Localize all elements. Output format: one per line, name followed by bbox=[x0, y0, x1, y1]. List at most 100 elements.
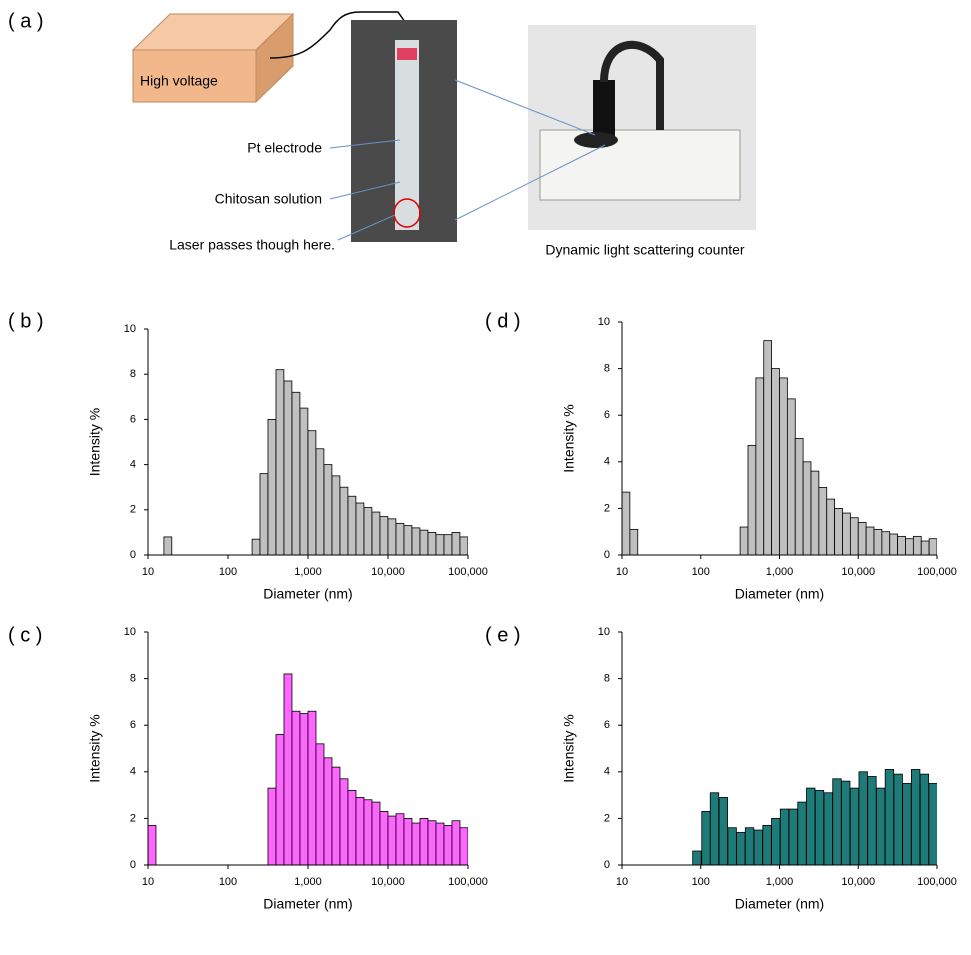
bar bbox=[347, 790, 357, 865]
bar bbox=[411, 822, 421, 865]
x-tick-label: 10,000 bbox=[371, 876, 405, 888]
bar bbox=[747, 445, 757, 555]
bar bbox=[797, 801, 807, 865]
y-tick-label: 4 bbox=[604, 456, 610, 468]
bar bbox=[718, 797, 728, 865]
x-tick-label: 100,000 bbox=[917, 566, 957, 578]
bar bbox=[283, 380, 293, 555]
x-axis-label: Diameter (nm) bbox=[263, 896, 352, 912]
bar bbox=[818, 487, 828, 555]
bar bbox=[339, 778, 349, 865]
panel-label: ( c ) bbox=[8, 624, 42, 646]
bar bbox=[897, 535, 906, 555]
bar bbox=[283, 673, 293, 865]
chart: ( d ) 0 2 4 6 8 10 10 100 1,000 10,000 100,000 Diame… bbox=[485, 310, 957, 601]
instrument-label: Dynamic light scattering counter bbox=[545, 242, 745, 258]
panel-label: ( d ) bbox=[485, 310, 521, 332]
bar bbox=[701, 811, 711, 865]
bar bbox=[849, 517, 859, 555]
bar bbox=[832, 778, 842, 865]
y-tick-label: 6 bbox=[130, 719, 136, 731]
bar bbox=[744, 827, 755, 865]
bar bbox=[788, 808, 798, 865]
bar bbox=[865, 526, 875, 555]
wire bbox=[269, 11, 406, 59]
bars bbox=[163, 369, 468, 555]
bar bbox=[842, 512, 851, 555]
bar bbox=[387, 518, 397, 555]
x-axis-label: Diameter (nm) bbox=[735, 896, 824, 912]
bar bbox=[251, 538, 261, 555]
bar bbox=[928, 783, 937, 865]
bar bbox=[736, 831, 746, 865]
chart: ( c ) 0 2 4 6 8 10 10 100 1,000 10,000 100,000 Diame… bbox=[8, 624, 488, 911]
pointer bbox=[329, 181, 401, 200]
bar bbox=[881, 531, 891, 555]
annotation: Laser passes though here. bbox=[169, 237, 335, 253]
bar bbox=[355, 502, 365, 555]
bar bbox=[823, 792, 833, 865]
bar bbox=[849, 787, 860, 865]
bar bbox=[755, 377, 765, 555]
bar bbox=[323, 757, 333, 865]
y-tick-label: 0 bbox=[604, 549, 610, 561]
bar bbox=[867, 776, 877, 865]
y-tick-label: 8 bbox=[604, 363, 610, 375]
bar bbox=[810, 470, 820, 555]
bar bbox=[912, 535, 922, 555]
x-tick-label: 10 bbox=[142, 876, 154, 888]
bars bbox=[692, 769, 937, 865]
y-tick-label: 4 bbox=[130, 459, 136, 471]
bar bbox=[259, 473, 269, 555]
bar bbox=[451, 532, 461, 555]
bar bbox=[315, 743, 325, 865]
x-tick-label: 100,000 bbox=[917, 876, 957, 888]
bar bbox=[267, 787, 277, 865]
bar bbox=[794, 438, 804, 555]
y-tick-label: 0 bbox=[604, 859, 610, 871]
bar bbox=[411, 527, 421, 555]
x-tick-label: 100,000 bbox=[448, 566, 488, 578]
bar bbox=[339, 486, 349, 555]
connector bbox=[454, 144, 606, 221]
y-tick-label: 6 bbox=[604, 409, 610, 421]
bar bbox=[834, 507, 843, 555]
y-tick-label: 4 bbox=[604, 766, 610, 778]
x-tick-label: 100 bbox=[219, 566, 237, 578]
x-tick-label: 10 bbox=[616, 566, 628, 578]
bar bbox=[379, 516, 389, 555]
pointer bbox=[337, 214, 396, 241]
bar bbox=[692, 850, 702, 865]
bar bbox=[762, 824, 772, 865]
bar bbox=[427, 532, 437, 555]
annotation: Chitosan solution bbox=[215, 191, 322, 207]
x-tick-label: 10,000 bbox=[371, 566, 405, 578]
bar bbox=[379, 811, 389, 865]
bar bbox=[902, 783, 912, 865]
bar bbox=[419, 818, 429, 865]
cable bbox=[600, 40, 664, 130]
bar bbox=[779, 808, 790, 865]
bar bbox=[291, 391, 301, 555]
y-tick-label: 2 bbox=[604, 812, 610, 824]
x-tick-label: 10,000 bbox=[841, 566, 875, 578]
bar bbox=[928, 538, 937, 555]
y-axis-label: Intensity % bbox=[87, 408, 103, 476]
laser-spot bbox=[393, 198, 421, 228]
chart: ( e ) 0 2 4 6 8 10 10 100 1,000 10,000 100,000 Diame… bbox=[485, 624, 957, 911]
y-axis-label: Intensity % bbox=[561, 714, 577, 782]
connector bbox=[454, 79, 596, 136]
bar bbox=[459, 827, 468, 865]
y-tick-label: 8 bbox=[130, 673, 136, 685]
x-tick-label: 10 bbox=[616, 876, 628, 888]
bar bbox=[841, 780, 851, 865]
bar bbox=[371, 511, 381, 555]
bar bbox=[363, 799, 373, 865]
bars bbox=[148, 673, 468, 865]
bar bbox=[826, 498, 836, 555]
x-tick-label: 100 bbox=[219, 876, 237, 888]
bar bbox=[771, 818, 781, 865]
power-label: High voltage bbox=[140, 73, 218, 89]
y-tick-label: 0 bbox=[130, 549, 136, 561]
